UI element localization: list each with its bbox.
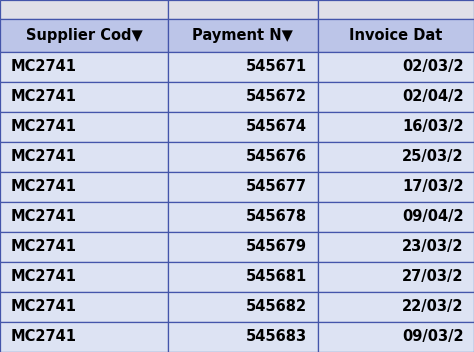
Text: MC2741: MC2741 (10, 119, 76, 134)
Text: Payment N▼: Payment N▼ (192, 28, 293, 43)
FancyBboxPatch shape (318, 52, 474, 82)
FancyBboxPatch shape (0, 19, 168, 52)
FancyBboxPatch shape (168, 292, 318, 322)
FancyBboxPatch shape (0, 262, 168, 292)
Text: 545681: 545681 (246, 269, 307, 284)
FancyBboxPatch shape (168, 322, 318, 352)
FancyBboxPatch shape (0, 52, 168, 82)
Text: MC2741: MC2741 (10, 329, 76, 345)
Text: 545679: 545679 (246, 239, 307, 254)
FancyBboxPatch shape (168, 52, 318, 82)
FancyBboxPatch shape (168, 172, 318, 202)
FancyBboxPatch shape (318, 82, 474, 112)
FancyBboxPatch shape (318, 142, 474, 172)
Text: 545671: 545671 (246, 59, 307, 74)
Text: Invoice Dat: Invoice Dat (349, 28, 442, 43)
FancyBboxPatch shape (318, 322, 474, 352)
Text: 02/03/2: 02/03/2 (402, 59, 464, 74)
FancyBboxPatch shape (0, 322, 168, 352)
FancyBboxPatch shape (318, 202, 474, 232)
Text: 545683: 545683 (246, 329, 307, 345)
Text: 545674: 545674 (246, 119, 307, 134)
FancyBboxPatch shape (168, 0, 318, 19)
Text: 545672: 545672 (246, 89, 307, 104)
FancyBboxPatch shape (318, 19, 474, 52)
FancyBboxPatch shape (0, 232, 168, 262)
FancyBboxPatch shape (168, 202, 318, 232)
Text: MC2741: MC2741 (10, 180, 76, 194)
FancyBboxPatch shape (168, 19, 318, 52)
FancyBboxPatch shape (0, 142, 168, 172)
Text: MC2741: MC2741 (10, 239, 76, 254)
Text: MC2741: MC2741 (10, 59, 76, 74)
FancyBboxPatch shape (318, 262, 474, 292)
Text: 17/03/2: 17/03/2 (402, 180, 464, 194)
Text: MC2741: MC2741 (10, 300, 76, 314)
FancyBboxPatch shape (168, 232, 318, 262)
FancyBboxPatch shape (318, 292, 474, 322)
FancyBboxPatch shape (318, 112, 474, 142)
Text: MC2741: MC2741 (10, 209, 76, 224)
Text: MC2741: MC2741 (10, 269, 76, 284)
Text: 545676: 545676 (246, 149, 307, 164)
Text: 27/03/2: 27/03/2 (402, 269, 464, 284)
FancyBboxPatch shape (0, 172, 168, 202)
FancyBboxPatch shape (318, 232, 474, 262)
Text: 22/03/2: 22/03/2 (402, 300, 464, 314)
Text: MC2741: MC2741 (10, 149, 76, 164)
FancyBboxPatch shape (0, 0, 168, 19)
FancyBboxPatch shape (318, 172, 474, 202)
Text: 16/03/2: 16/03/2 (402, 119, 464, 134)
Text: 23/03/2: 23/03/2 (402, 239, 464, 254)
FancyBboxPatch shape (318, 0, 474, 19)
FancyBboxPatch shape (168, 82, 318, 112)
Text: 545678: 545678 (246, 209, 307, 224)
Text: MC2741: MC2741 (10, 89, 76, 104)
Text: 09/03/2: 09/03/2 (402, 329, 464, 345)
FancyBboxPatch shape (168, 262, 318, 292)
FancyBboxPatch shape (0, 82, 168, 112)
FancyBboxPatch shape (0, 112, 168, 142)
Text: Supplier Cod▼: Supplier Cod▼ (26, 28, 143, 43)
Text: 545677: 545677 (246, 180, 307, 194)
FancyBboxPatch shape (0, 202, 168, 232)
Text: 545682: 545682 (246, 300, 307, 314)
FancyBboxPatch shape (0, 292, 168, 322)
Text: 25/03/2: 25/03/2 (402, 149, 464, 164)
FancyBboxPatch shape (168, 142, 318, 172)
Text: 02/04/2: 02/04/2 (402, 89, 464, 104)
Text: 09/04/2: 09/04/2 (402, 209, 464, 224)
FancyBboxPatch shape (168, 112, 318, 142)
